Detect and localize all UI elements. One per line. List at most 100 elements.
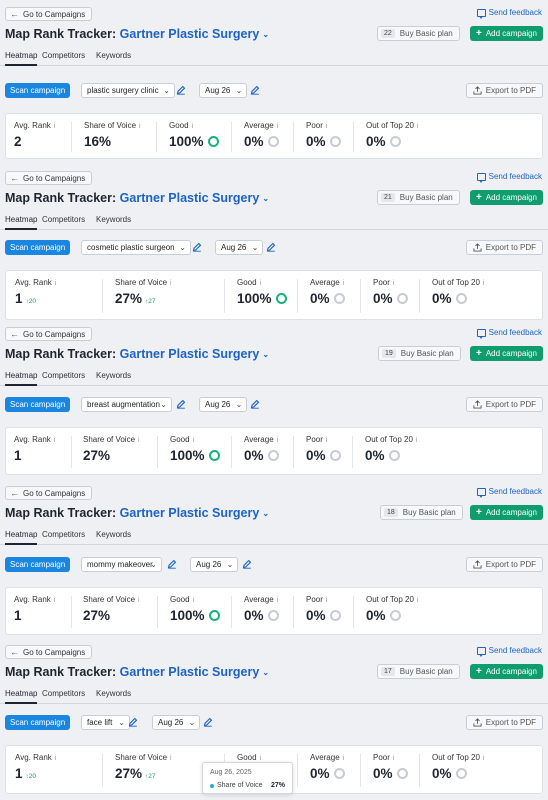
info-icon[interactable]: i bbox=[53, 597, 56, 604]
tab-heatmap[interactable]: Heatmap bbox=[5, 51, 38, 66]
info-icon[interactable]: i bbox=[325, 123, 328, 130]
add-campaign-button[interactable]: + Add campaign bbox=[470, 664, 543, 679]
info-icon[interactable]: i bbox=[54, 280, 57, 287]
edit-keyword-icon[interactable] bbox=[176, 399, 186, 409]
info-icon[interactable]: i bbox=[392, 280, 395, 287]
info-icon[interactable]: i bbox=[192, 437, 195, 444]
info-icon[interactable]: i bbox=[276, 437, 279, 444]
buy-basic-plan-button[interactable]: 17 Buy Basic plan bbox=[377, 664, 460, 679]
info-icon[interactable]: i bbox=[416, 597, 419, 604]
info-icon[interactable]: i bbox=[342, 280, 345, 287]
edit-keyword-icon[interactable] bbox=[192, 242, 202, 252]
buy-basic-plan-button[interactable]: 21 Buy Basic plan bbox=[377, 190, 460, 205]
scan-campaign-button[interactable]: Scan campaign bbox=[5, 557, 71, 572]
keyword-select[interactable]: breast augmentation ⌄ bbox=[81, 397, 172, 412]
info-icon[interactable]: i bbox=[139, 123, 141, 130]
send-feedback-link[interactable]: Send feedback bbox=[476, 646, 542, 657]
edit-date-icon[interactable] bbox=[250, 399, 260, 409]
buy-basic-plan-button[interactable]: 22 Buy Basic plan bbox=[377, 26, 460, 41]
send-feedback-link[interactable]: Send feedback bbox=[476, 487, 542, 498]
date-select[interactable]: Aug 26 ⌄ bbox=[199, 397, 248, 412]
add-campaign-button[interactable]: + Add campaign bbox=[470, 346, 543, 361]
edit-date-icon[interactable] bbox=[242, 559, 252, 569]
go-to-campaigns-button[interactable]: ← Go to Campaigns bbox=[5, 7, 93, 21]
edit-keyword-icon[interactable] bbox=[176, 85, 186, 95]
info-icon[interactable]: i bbox=[342, 755, 345, 762]
info-icon[interactable]: i bbox=[415, 437, 418, 444]
edit-date-icon[interactable] bbox=[266, 242, 276, 252]
info-icon[interactable]: i bbox=[325, 597, 328, 604]
keyword-select[interactable]: plastic surgery clinic ⌄ bbox=[81, 83, 175, 98]
date-select[interactable]: Aug 26 ⌄ bbox=[199, 83, 248, 98]
info-icon[interactable]: i bbox=[54, 755, 57, 762]
info-icon[interactable]: i bbox=[259, 755, 262, 762]
export-to-pdf-button[interactable]: Export to PDF bbox=[465, 83, 543, 98]
project-selector[interactable]: Gartner Plastic Surgery ⌄ bbox=[120, 506, 269, 520]
info-icon[interactable]: i bbox=[482, 755, 485, 762]
date-select[interactable]: Aug 26 ⌄ bbox=[190, 557, 239, 572]
project-selector[interactable]: Gartner Plastic Surgery ⌄ bbox=[120, 347, 269, 361]
go-to-campaigns-button[interactable]: ← Go to Campaigns bbox=[5, 327, 93, 341]
info-icon[interactable]: i bbox=[170, 755, 172, 762]
tab-heatmap[interactable]: Heatmap bbox=[5, 371, 38, 386]
info-icon[interactable]: i bbox=[392, 755, 395, 762]
tab-competitors[interactable]: Competitors bbox=[42, 530, 86, 539]
keyword-select[interactable]: cosmetic plastic surgeon ⌄ bbox=[81, 240, 191, 255]
date-select[interactable]: Aug 26 ⌄ bbox=[215, 240, 264, 255]
info-icon[interactable]: i bbox=[191, 123, 194, 130]
info-icon[interactable]: i bbox=[138, 437, 140, 444]
info-icon[interactable]: i bbox=[276, 597, 279, 604]
send-feedback-link[interactable]: Send feedback bbox=[476, 8, 542, 19]
scan-campaign-button[interactable]: Scan campaign bbox=[5, 240, 71, 255]
go-to-campaigns-button[interactable]: ← Go to Campaigns bbox=[5, 645, 93, 659]
send-feedback-link[interactable]: Send feedback bbox=[476, 328, 542, 339]
info-icon[interactable]: i bbox=[53, 437, 56, 444]
tab-keywords[interactable]: Keywords bbox=[96, 530, 132, 539]
add-campaign-button[interactable]: + Add campaign bbox=[470, 190, 543, 205]
tab-keywords[interactable]: Keywords bbox=[96, 689, 132, 698]
tab-competitors[interactable]: Competitors bbox=[42, 215, 86, 224]
add-campaign-button[interactable]: + Add campaign bbox=[470, 505, 543, 520]
scan-campaign-button[interactable]: Scan campaign bbox=[5, 83, 71, 98]
edit-keyword-icon[interactable] bbox=[128, 717, 138, 727]
keyword-select[interactable]: face lift ⌄ bbox=[81, 715, 130, 730]
info-icon[interactable]: i bbox=[276, 123, 279, 130]
info-icon[interactable]: i bbox=[482, 280, 485, 287]
keyword-select[interactable]: mommy makeover ⌄ bbox=[81, 557, 162, 572]
info-icon[interactable]: i bbox=[416, 123, 419, 130]
edit-date-icon[interactable] bbox=[203, 717, 213, 727]
send-feedback-link[interactable]: Send feedback bbox=[476, 172, 542, 183]
tab-competitors[interactable]: Competitors bbox=[42, 689, 86, 698]
date-select[interactable]: Aug 26 ⌄ bbox=[152, 715, 201, 730]
go-to-campaigns-button[interactable]: ← Go to Campaigns bbox=[5, 171, 93, 185]
info-icon[interactable]: i bbox=[170, 280, 172, 287]
tab-keywords[interactable]: Keywords bbox=[96, 371, 132, 380]
export-to-pdf-button[interactable]: Export to PDF bbox=[465, 240, 543, 255]
export-to-pdf-button[interactable]: Export to PDF bbox=[465, 557, 543, 572]
go-to-campaigns-button[interactable]: ← Go to Campaigns bbox=[5, 486, 93, 500]
buy-basic-plan-button[interactable]: 18 Buy Basic plan bbox=[380, 505, 463, 520]
project-selector[interactable]: Gartner Plastic Surgery ⌄ bbox=[120, 665, 269, 679]
scan-campaign-button[interactable]: Scan campaign bbox=[5, 715, 71, 730]
add-campaign-button[interactable]: + Add campaign bbox=[470, 26, 543, 41]
edit-date-icon[interactable] bbox=[250, 85, 260, 95]
scan-campaign-button[interactable]: Scan campaign bbox=[5, 397, 71, 412]
info-icon[interactable]: i bbox=[53, 123, 56, 130]
tab-keywords[interactable]: Keywords bbox=[96, 215, 132, 224]
tab-heatmap[interactable]: Heatmap bbox=[5, 215, 38, 230]
tab-competitors[interactable]: Competitors bbox=[42, 51, 86, 60]
export-to-pdf-button[interactable]: Export to PDF bbox=[465, 397, 543, 412]
edit-keyword-icon[interactable] bbox=[167, 559, 177, 569]
project-selector[interactable]: Gartner Plastic Surgery ⌄ bbox=[120, 27, 269, 41]
info-icon[interactable]: i bbox=[138, 597, 140, 604]
info-icon[interactable]: i bbox=[192, 597, 195, 604]
export-to-pdf-button[interactable]: Export to PDF bbox=[465, 715, 543, 730]
buy-basic-plan-button[interactable]: 19 Buy Basic plan bbox=[378, 346, 461, 361]
info-icon[interactable]: i bbox=[259, 280, 262, 287]
tab-heatmap[interactable]: Heatmap bbox=[5, 689, 38, 704]
tab-heatmap[interactable]: Heatmap bbox=[5, 530, 38, 545]
tab-competitors[interactable]: Competitors bbox=[42, 371, 86, 380]
tab-keywords[interactable]: Keywords bbox=[96, 51, 132, 60]
info-icon[interactable]: i bbox=[325, 437, 328, 444]
project-selector[interactable]: Gartner Plastic Surgery ⌄ bbox=[120, 191, 269, 205]
